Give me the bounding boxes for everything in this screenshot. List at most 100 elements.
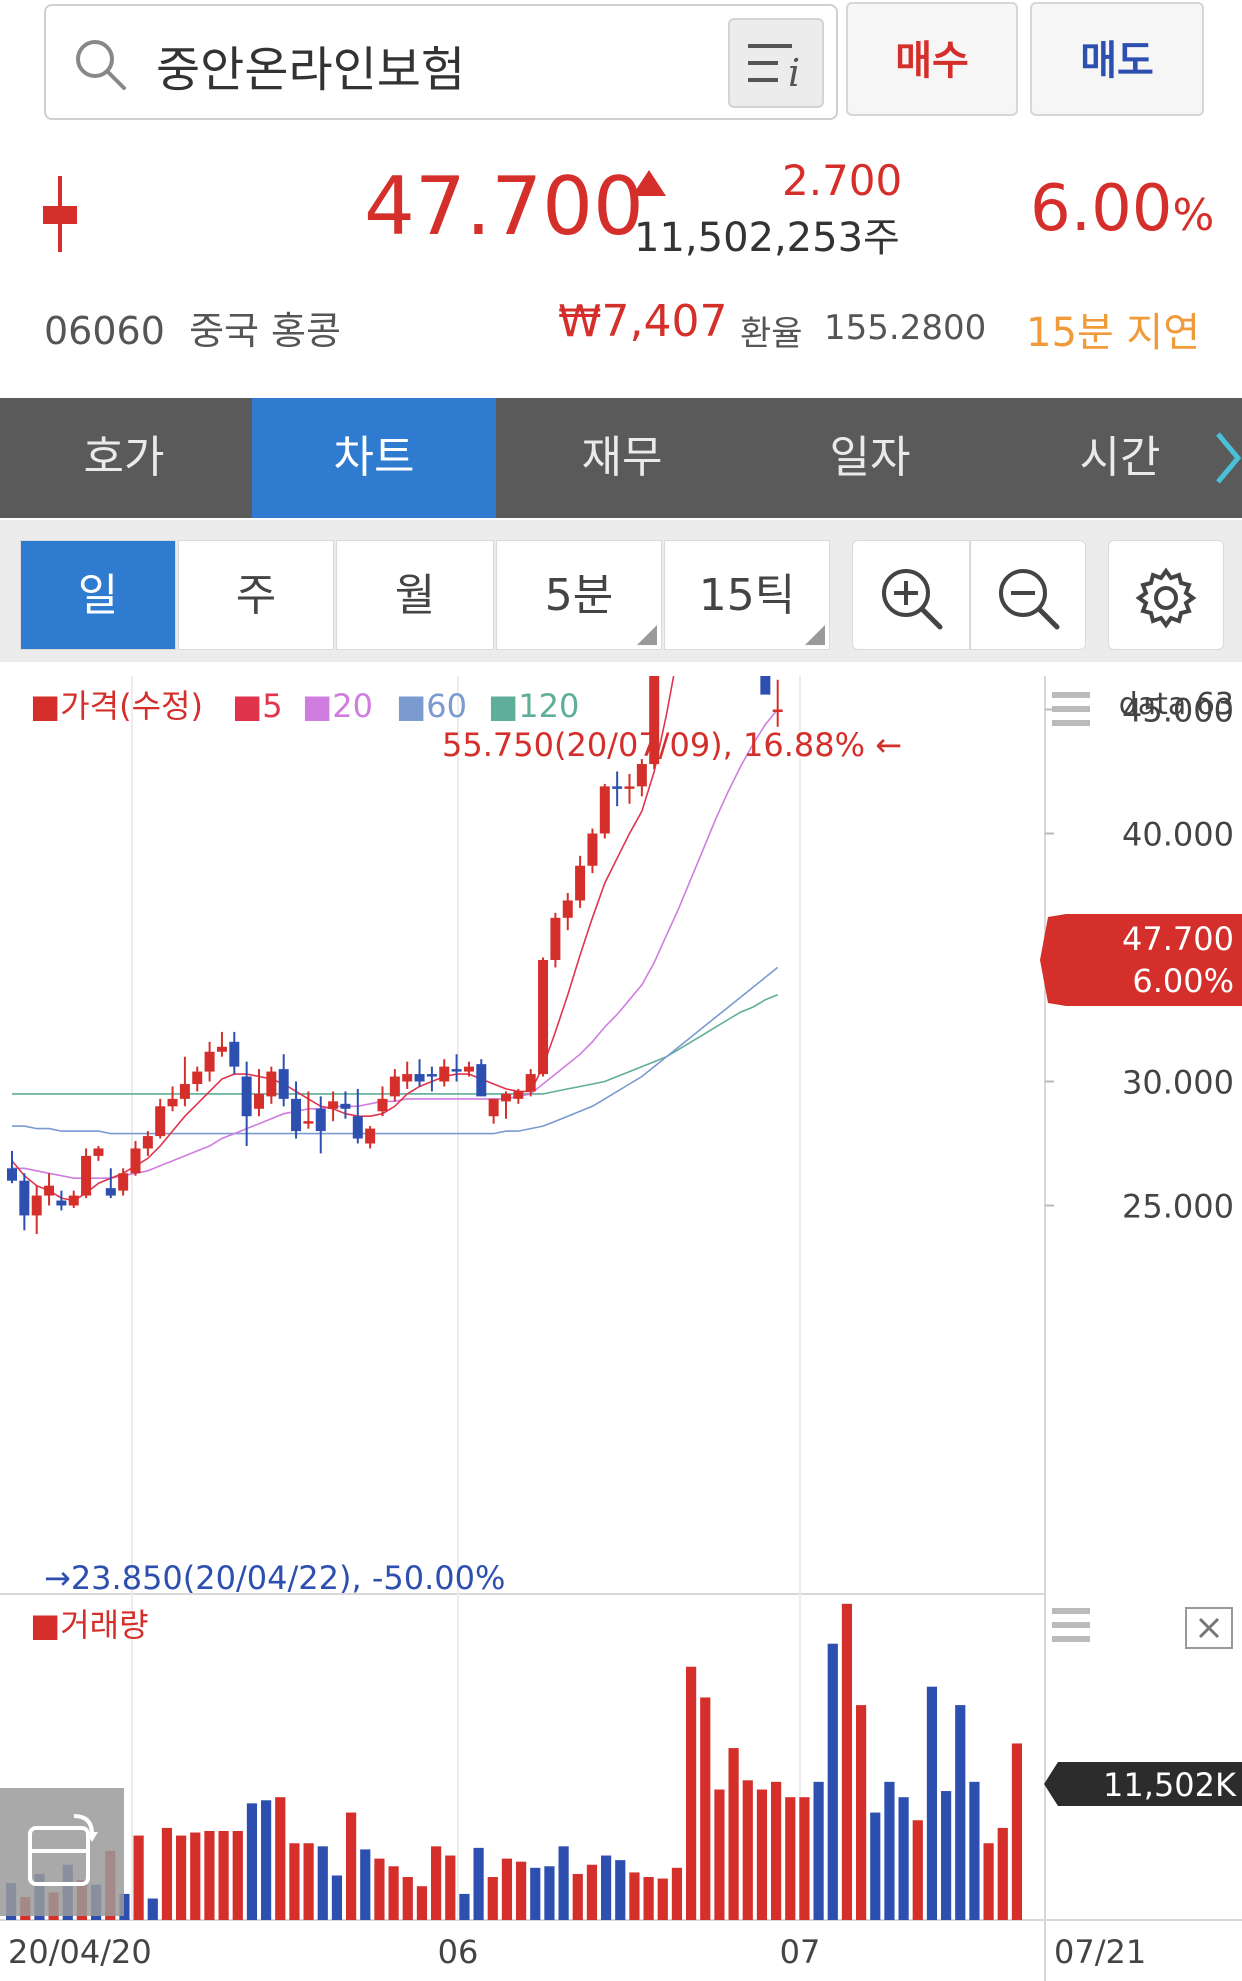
volume-bar — [218, 1830, 229, 1920]
period-5min-button[interactable]: 5분 — [496, 540, 662, 650]
candle-body — [377, 1098, 388, 1112]
market-name: 중국 홍콩 — [189, 309, 341, 353]
candle-body — [772, 709, 783, 712]
candle-body — [624, 786, 635, 789]
candle-body — [587, 833, 598, 866]
candle-body — [105, 1188, 116, 1196]
tab-financials[interactable]: 재무 — [581, 432, 663, 483]
search-box[interactable]: 중안온라인보험 i — [44, 4, 838, 120]
volume-bar — [402, 1877, 413, 1920]
volume-bar — [657, 1878, 668, 1920]
chart-settings-button[interactable] — [1108, 540, 1224, 650]
candle-body — [463, 1066, 474, 1072]
candle-body — [19, 1180, 30, 1216]
candle-body — [44, 1185, 55, 1196]
volume-bar — [898, 1797, 909, 1920]
candle-body — [513, 1091, 524, 1099]
buy-button[interactable]: 매수 — [846, 2, 1018, 116]
volume-bar — [1011, 1743, 1023, 1920]
rotate-screen-button[interactable] — [0, 1788, 124, 1916]
stock-chart[interactable]: ■가격(수정) ■5 ■20 ■60 ■120 55.750(20/07/09)… — [0, 676, 1242, 1981]
candle-body — [93, 1148, 104, 1156]
candle-body — [204, 1051, 215, 1072]
volume-bar — [501, 1858, 513, 1920]
stock-info-menu-button[interactable]: i — [728, 18, 824, 108]
volume-bar — [813, 1781, 824, 1920]
volume-bar — [700, 1697, 711, 1920]
legend-ma120-label: 120 — [518, 687, 579, 725]
zoom-out-button[interactable] — [970, 540, 1086, 650]
tab-chart[interactable]: 차트 — [252, 398, 496, 518]
volume-bar — [827, 1643, 838, 1920]
volume-bar — [147, 1898, 158, 1920]
candle-body — [81, 1155, 92, 1196]
search-input[interactable]: 중안온라인보험 — [156, 42, 466, 98]
candle-body — [525, 1074, 536, 1092]
candle-body — [303, 1121, 314, 1124]
close-pane-button[interactable] — [1185, 1607, 1233, 1649]
date-tick-label: 20/04/20 — [8, 1933, 152, 1971]
candle-body — [501, 1093, 511, 1102]
candle-body — [216, 1046, 227, 1052]
legend-ma60-label: 60 — [426, 687, 467, 725]
data-count-label: data 63 — [1119, 687, 1234, 722]
ma60-line — [12, 966, 779, 1135]
volume-bar — [176, 1835, 187, 1920]
fx-rate: 155.2800 — [824, 308, 987, 348]
candle-body — [575, 865, 586, 901]
volume-bar — [671, 1867, 683, 1920]
candlestick-series — [7, 676, 783, 1235]
current-volume-tag-value: 11,502K — [1103, 1766, 1237, 1804]
legend-price: ■가격(수정) — [30, 687, 203, 725]
fx-label: 환율 — [740, 314, 803, 354]
candle-body — [389, 1076, 400, 1097]
period-15tick-label: 15틱 — [698, 570, 796, 621]
candle-body — [142, 1136, 153, 1149]
period-15tick-button[interactable]: 15틱 — [664, 540, 830, 650]
volume-bar — [870, 1812, 881, 1920]
sell-button[interactable]: 매도 — [1030, 2, 1204, 116]
stock-code-market: 06060 중국 홍콩 — [44, 300, 341, 355]
volume-bar — [204, 1830, 215, 1920]
candle-body — [426, 1074, 437, 1077]
period-month-button[interactable]: 월 — [336, 540, 494, 650]
tab-orderbook[interactable]: 호가 — [83, 432, 165, 483]
volume-bar — [572, 1873, 583, 1920]
period-week-button[interactable]: 주 — [178, 540, 334, 650]
trade-volume: 11,502,253주 — [634, 215, 900, 261]
date-tick-label: 07/21 — [1054, 1933, 1146, 1971]
candle-body — [451, 1069, 462, 1072]
candle-body — [562, 900, 573, 918]
legend-ma20-label: 20 — [332, 687, 373, 725]
candle-body — [7, 1168, 17, 1181]
change-percent-value: 6.00 — [1030, 172, 1173, 246]
volume-bar — [841, 1603, 853, 1920]
volume-bar — [955, 1705, 966, 1920]
candle-body — [488, 1098, 499, 1117]
volume-bar — [756, 1789, 768, 1920]
volume-bar — [133, 1835, 144, 1920]
low-annotation-text: 23.850(20/04/22), -50.00% — [71, 1559, 506, 1597]
legend-ma5: ■5 — [232, 687, 283, 725]
zoom-in-button[interactable] — [852, 540, 970, 650]
price-tick-label: 30.000 — [1122, 1064, 1234, 1102]
chevron-right-icon[interactable] — [1212, 430, 1242, 486]
volume-bar — [586, 1864, 598, 1920]
price-pane-menu-icon[interactable] — [1052, 692, 1090, 726]
chart-background — [0, 676, 1242, 1981]
volume-bar — [714, 1789, 725, 1920]
volume-bar — [473, 1847, 484, 1920]
volume-bar — [629, 1872, 640, 1920]
tab-time[interactable]: 시간 — [1079, 432, 1161, 483]
price-tick-label: 45.000 — [1122, 692, 1234, 730]
candle-body — [291, 1098, 302, 1132]
current-price: 47.700 — [364, 160, 644, 253]
zoom-in-icon — [882, 569, 943, 630]
volume-bar — [771, 1781, 782, 1920]
candle-body — [167, 1098, 178, 1107]
volume-pane-menu-icon[interactable] — [1052, 1608, 1090, 1642]
percent-unit: % — [1172, 190, 1215, 241]
candle-body — [352, 1116, 363, 1139]
period-day-button[interactable]: 일 — [20, 540, 176, 650]
tab-daily[interactable]: 일자 — [829, 432, 911, 483]
